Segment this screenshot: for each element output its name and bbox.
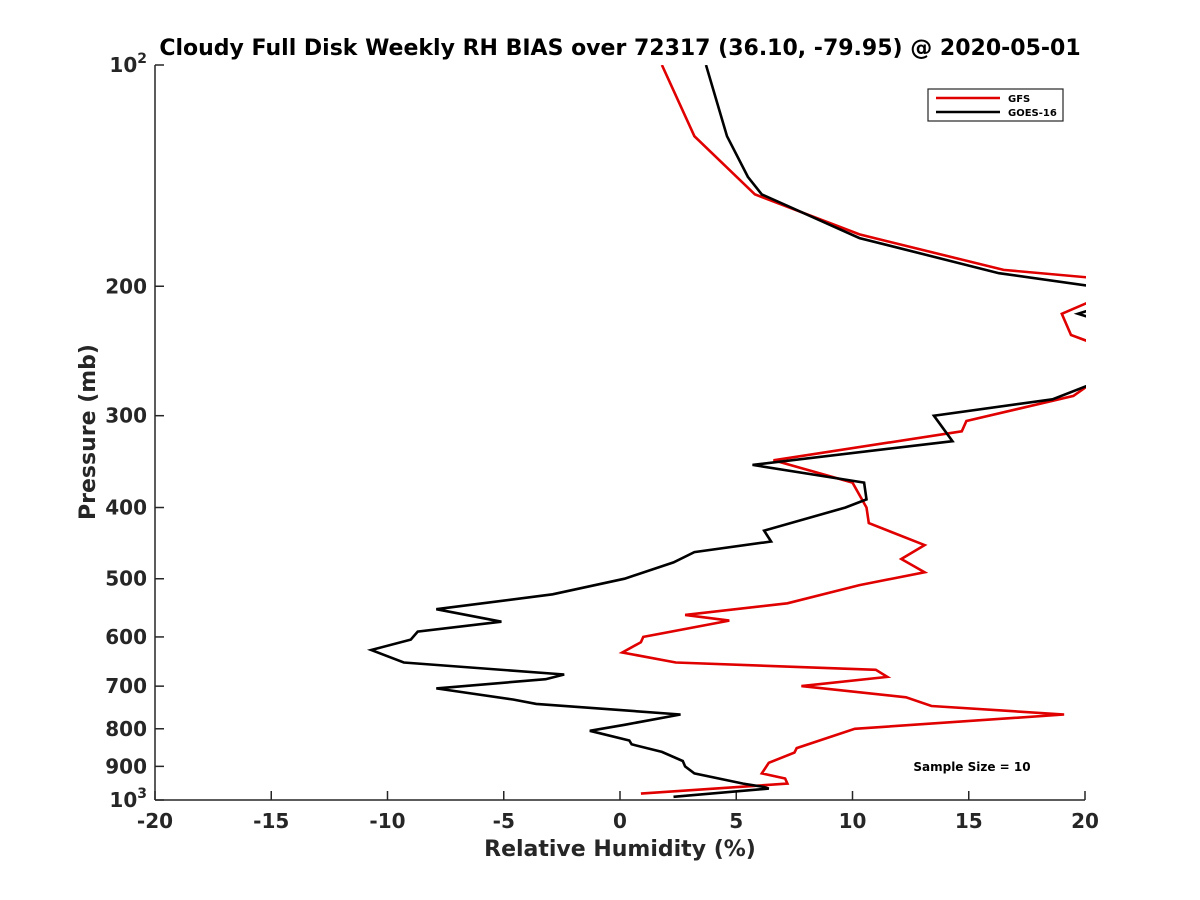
sample-size-annotation: Sample Size = 10 xyxy=(913,760,1030,774)
legend-label-gfs: GFS xyxy=(1008,94,1030,105)
x-tick-label: 15 xyxy=(955,809,983,833)
y-tick-label: 200 xyxy=(105,274,147,298)
x-tick-label: -5 xyxy=(493,809,515,833)
y-tick-label: 103 xyxy=(109,786,147,812)
legend-box xyxy=(927,88,1064,122)
y-tick-label: 800 xyxy=(105,717,147,741)
x-tick-label: 0 xyxy=(613,809,627,833)
x-tick-label: 5 xyxy=(729,809,743,833)
x-tick-label: -20 xyxy=(137,809,173,833)
series-line-gfs xyxy=(618,65,1086,795)
x-tick-label: -15 xyxy=(253,809,289,833)
y-axis-label: Pressure (mb) xyxy=(76,344,101,520)
y-tick-label: 300 xyxy=(105,404,147,428)
x-axis-label: Relative Humidity (%) xyxy=(484,837,756,862)
series-layer xyxy=(366,65,1086,799)
x-tick-label: -10 xyxy=(369,809,405,833)
y-tick-label: 400 xyxy=(105,496,147,520)
y-tick-label: 600 xyxy=(105,625,147,649)
chart-title: Cloudy Full Disk Weekly RH BIAS over 723… xyxy=(159,36,1080,61)
y-tick-label: 102 xyxy=(109,51,147,77)
y-tick-label: 900 xyxy=(105,754,147,778)
legend: GFS GOES-16 xyxy=(927,88,1064,122)
y-tick-label: 700 xyxy=(105,674,147,698)
series-line-goes-16 xyxy=(366,65,1086,799)
x-tick-label: 10 xyxy=(839,809,867,833)
legend-label-goes-16: GOES-16 xyxy=(1008,108,1057,119)
y-tick-label: 500 xyxy=(105,567,147,591)
x-tick-label: 20 xyxy=(1071,809,1099,833)
plot-axes: -20 -15 -10 -5 0 5 10 15 20 102 200 300 400 500 600 700… xyxy=(105,51,1099,833)
